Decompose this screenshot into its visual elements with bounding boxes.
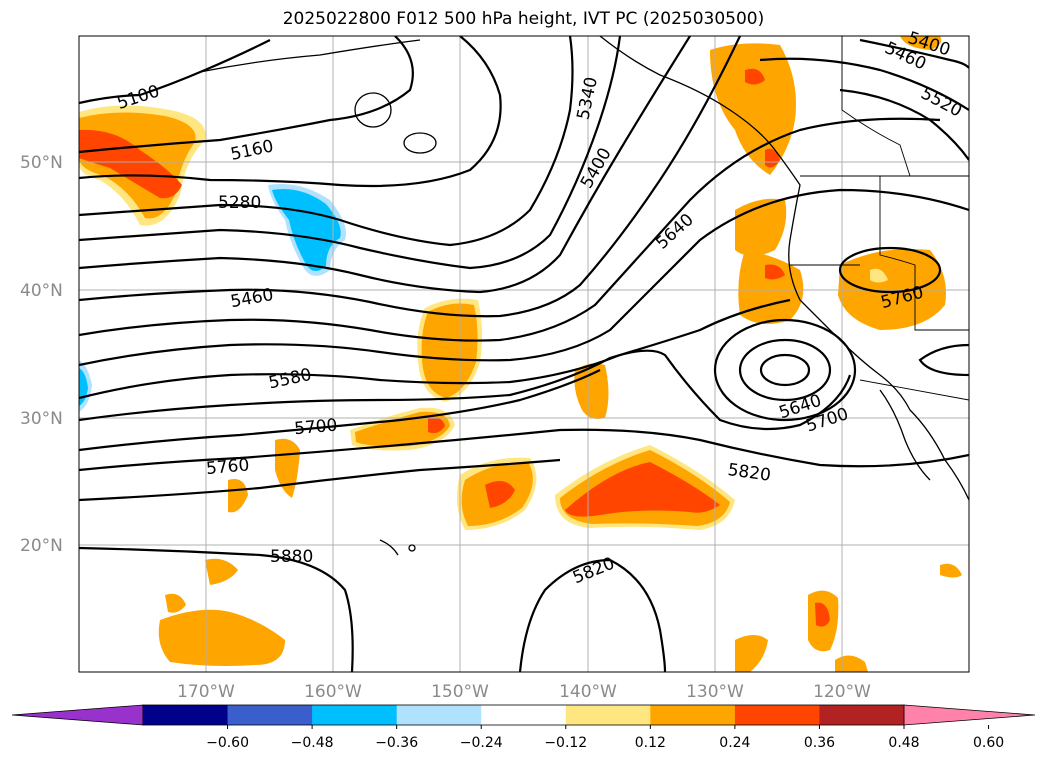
colorbar-swatch xyxy=(312,705,398,725)
colorbar: −0.60 −0.48 −0.36 −0.24 −0.12 0.12 0.24 0.36 0.4… xyxy=(11,704,1036,751)
lat-label: 30°N xyxy=(20,409,63,429)
colorbar-extend-high xyxy=(903,704,1036,726)
lat-label: 20°N xyxy=(20,536,63,556)
coastlines xyxy=(199,36,969,556)
colorbar-tick-label: 0.48 xyxy=(888,735,919,751)
lon-label: 130°W xyxy=(686,682,744,702)
lon-label: 160°W xyxy=(304,682,362,702)
lon-label: 120°W xyxy=(813,682,871,702)
colorbar-tick-label: −0.36 xyxy=(375,735,418,751)
lat-label: 50°N xyxy=(20,153,63,173)
height-contours xyxy=(79,36,969,672)
colorbar-tick-label: −0.12 xyxy=(544,735,587,751)
lon-label: 140°W xyxy=(559,682,617,702)
colorbar-tick-label: −0.48 xyxy=(291,735,334,751)
lon-label: 170°W xyxy=(177,682,235,702)
colorbar-extend-low xyxy=(11,704,144,726)
colorbar-swatch xyxy=(143,705,229,725)
ivt-shading xyxy=(79,36,962,672)
colorbar-tick-label: −0.60 xyxy=(206,735,249,751)
colorbar-swatch xyxy=(481,705,567,725)
colorbar-swatch xyxy=(396,705,482,725)
contour-label: 5880 xyxy=(270,547,313,567)
colorbar-tick-label: 0.24 xyxy=(719,735,750,751)
colorbar-outline xyxy=(142,704,905,726)
colorbar-swatch xyxy=(734,705,820,725)
contour-label: 5760 xyxy=(205,455,250,479)
lat-label: 40°N xyxy=(20,281,63,301)
lon-label: 150°W xyxy=(431,682,489,702)
colorbar-tick-label: −0.24 xyxy=(460,735,503,751)
colorbar-swatch xyxy=(565,705,651,725)
map-border xyxy=(78,35,970,673)
latitude-labels: 50°N 40°N 30°N 20°N xyxy=(20,153,63,556)
colorbar-swatch xyxy=(819,705,905,725)
contour-label: 5280 xyxy=(218,193,261,213)
colorbar-swatch xyxy=(227,705,313,725)
colorbar-swatch xyxy=(650,705,736,725)
longitude-labels: 170°W 160°W 150°W 140°W 130°W 120°W xyxy=(177,682,871,702)
colorbar-tick-label: 0.60 xyxy=(973,735,1004,751)
contour-label: 5700 xyxy=(293,416,338,440)
colorbar-tick-label: 0.36 xyxy=(804,735,835,751)
colorbar-tick-label: 0.12 xyxy=(635,735,666,751)
map-title: 2025022800 F012 500 hPa height, IVT PC (… xyxy=(282,9,765,29)
